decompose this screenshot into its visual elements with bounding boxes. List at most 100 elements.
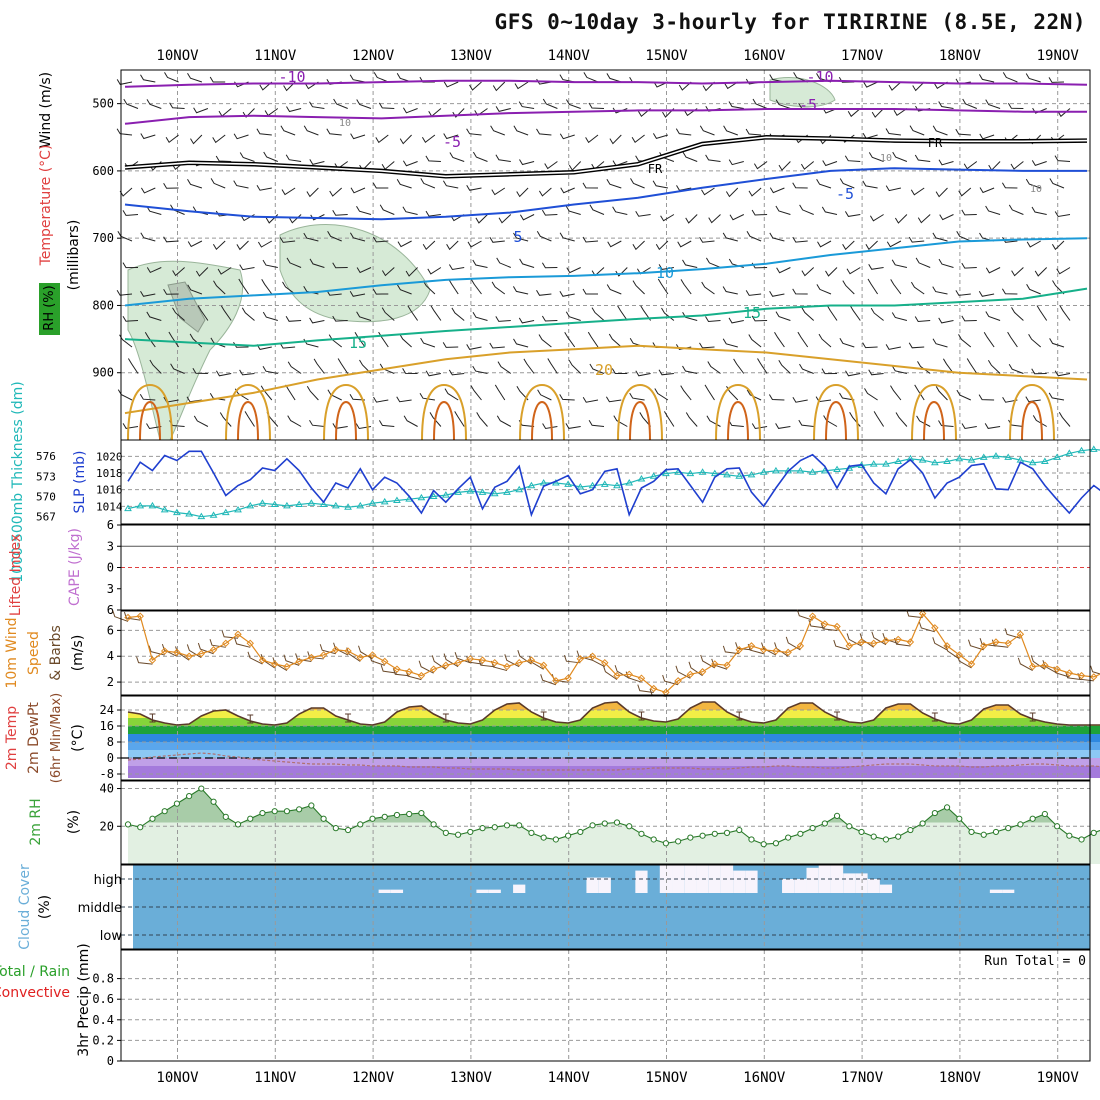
wind-barb xyxy=(476,412,488,427)
y-tick-label: 800 xyxy=(92,298,114,312)
wind-barb xyxy=(337,358,349,374)
wind-barb xyxy=(332,315,348,322)
wind-barb xyxy=(910,281,925,295)
wind-barb xyxy=(775,311,791,321)
wind-speed-marker xyxy=(258,656,267,664)
thickness-marker xyxy=(344,503,352,510)
y-tick-label: 700 xyxy=(92,231,114,245)
wind-barb xyxy=(466,185,482,191)
contour-label: 10 xyxy=(656,264,674,282)
wind-barb-10m xyxy=(161,643,178,657)
wind-barb xyxy=(187,179,203,189)
rh-marker xyxy=(467,828,474,836)
rh-marker xyxy=(516,822,523,829)
wind-barb-10m xyxy=(722,645,740,655)
wind-barb xyxy=(402,206,418,215)
wind-barb xyxy=(1008,204,1024,215)
thickness-marker xyxy=(869,460,878,467)
wind-barb xyxy=(169,102,185,109)
wind-barb xyxy=(871,108,884,118)
wind-barb xyxy=(239,264,255,271)
thickness-marker xyxy=(331,501,340,509)
wind-barb xyxy=(722,286,738,295)
isotherm-25-loop xyxy=(923,400,945,441)
wind-barb xyxy=(287,415,302,427)
wind-barb-10m xyxy=(112,610,129,622)
temp-band xyxy=(128,702,1100,710)
wind-barb xyxy=(497,361,512,374)
wind-barb xyxy=(702,81,715,92)
rh-marker xyxy=(662,840,670,847)
wind-barb xyxy=(309,159,325,165)
wind-barb xyxy=(565,99,581,109)
wind-barb-10m xyxy=(1065,671,1082,681)
wind-speed-marker xyxy=(222,639,230,648)
wind-barb xyxy=(910,187,925,196)
wind-barb xyxy=(287,361,302,374)
wind-barb xyxy=(678,81,692,91)
wind-barb xyxy=(309,258,325,268)
cloud-gap xyxy=(1002,889,1015,893)
isotherm-25-loop xyxy=(629,400,651,441)
wind-barb xyxy=(728,159,744,166)
y-tick-label: 2 xyxy=(107,675,114,689)
temp-band xyxy=(128,734,1100,742)
wind-barb xyxy=(560,187,575,194)
ylabel-barbs: & Barbs xyxy=(48,625,64,681)
rh-marker xyxy=(931,809,938,817)
wind-barb xyxy=(349,232,366,242)
wind-barb xyxy=(327,231,342,242)
cloud-gap xyxy=(635,870,648,893)
ylabel-thickness: 1000-500mb Thickness (dm) xyxy=(10,381,26,582)
wind-barb xyxy=(778,359,791,374)
wind-speed-marker xyxy=(686,670,695,679)
wind-barb xyxy=(895,412,908,427)
thickness-marker xyxy=(1065,449,1074,456)
wind-barb xyxy=(547,358,558,374)
wind-barb xyxy=(751,209,768,216)
thickness-marker xyxy=(894,457,903,464)
wind-barb xyxy=(443,133,459,140)
minmax-bar xyxy=(931,712,938,722)
wind-barb xyxy=(886,240,902,248)
wind-barb xyxy=(978,74,995,83)
ylabel-cloud-pct: (%) xyxy=(37,895,53,919)
wind-barb xyxy=(682,151,698,162)
rh-marker xyxy=(344,826,352,834)
wind-barb xyxy=(538,334,552,348)
thickness-marker xyxy=(319,500,328,508)
wind-barb xyxy=(332,209,348,216)
y-tick-label: -8 xyxy=(100,767,114,781)
wind-barb xyxy=(615,267,628,277)
cloud-gap xyxy=(879,884,893,893)
wind-speed-marker xyxy=(552,677,560,685)
wind-barb xyxy=(629,392,645,401)
contour-label: 20 xyxy=(595,361,613,379)
wind-speed-marker xyxy=(980,642,988,650)
date-label-bottom: 10NOV xyxy=(156,1070,199,1086)
isotherm-20-loop xyxy=(1009,383,1055,441)
wind-barb xyxy=(798,419,814,427)
wind-barb xyxy=(519,258,535,268)
wind-barb xyxy=(844,211,861,217)
wind-barb xyxy=(163,236,179,243)
y-tick-label: 16 xyxy=(100,719,114,733)
wind-barb xyxy=(985,99,1001,109)
wind-barb xyxy=(513,232,529,242)
precip-panel xyxy=(120,949,1091,1062)
wind-speed-marker xyxy=(1053,665,1061,673)
wind-barb xyxy=(568,161,582,171)
wind-barb xyxy=(966,358,978,374)
wind-barb xyxy=(909,125,925,136)
wind-barb xyxy=(839,392,855,401)
thickness-tick-label: 576 xyxy=(36,450,56,463)
wind-barb xyxy=(448,264,465,271)
wind-barb xyxy=(279,342,296,349)
wind-barb xyxy=(1011,307,1024,321)
wind-barb xyxy=(632,280,645,295)
wind-barb xyxy=(190,134,203,145)
thickness-marker xyxy=(930,458,939,466)
wind-speed-marker xyxy=(833,622,841,631)
wind-barb xyxy=(935,386,948,401)
isotherm--10 xyxy=(124,79,1088,88)
